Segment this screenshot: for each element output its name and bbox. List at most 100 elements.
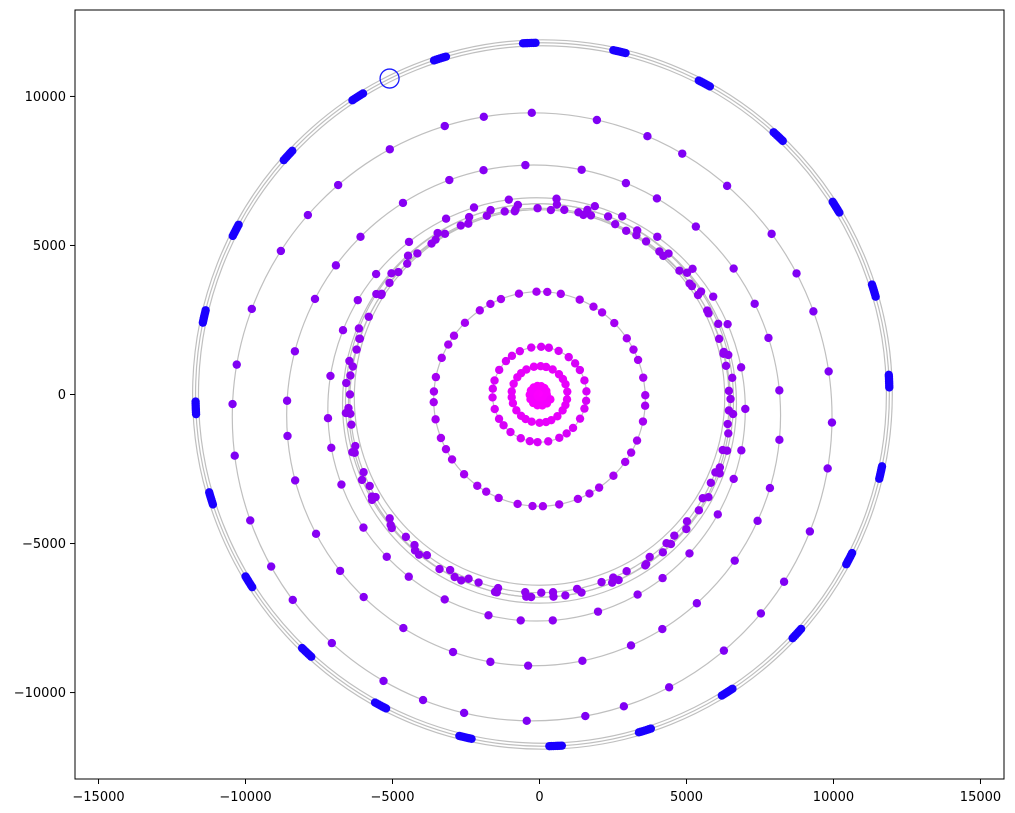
x-axis: −15000 −10000 −5000 0 5000 10000 15000 <box>72 779 1001 805</box>
y-tick-label: −10000 <box>14 686 66 701</box>
data-point <box>365 481 374 491</box>
data-point <box>535 418 544 428</box>
data-point <box>404 237 414 247</box>
data-point <box>376 290 386 300</box>
data-point <box>191 409 201 419</box>
data-point <box>658 573 667 583</box>
data-point <box>337 480 346 489</box>
data-point <box>474 578 483 587</box>
data-point <box>456 221 466 230</box>
data-point <box>507 351 517 361</box>
data-point <box>355 334 364 343</box>
data-point <box>632 226 642 235</box>
data-point <box>877 462 887 471</box>
data-point <box>418 695 428 705</box>
spiral-ring-6-2 <box>191 39 893 750</box>
data-point <box>724 429 733 438</box>
data-point <box>714 319 723 329</box>
data-point <box>581 711 590 721</box>
data-point <box>359 523 368 532</box>
data-point <box>706 478 716 488</box>
data-point <box>640 401 650 410</box>
data-point <box>779 577 789 586</box>
data-point <box>394 267 403 277</box>
data-point <box>364 312 373 321</box>
data-point <box>694 76 704 85</box>
data-point <box>715 469 724 478</box>
spiral-ring-6-1 <box>194 42 890 747</box>
data-point <box>514 289 524 298</box>
data-point <box>555 433 564 442</box>
data-point <box>614 575 623 585</box>
data-point <box>527 343 536 352</box>
data-point <box>488 393 497 402</box>
data-point <box>750 299 759 308</box>
data-point <box>350 448 359 458</box>
data-point <box>775 435 784 445</box>
data-point <box>580 404 589 413</box>
data-point <box>753 516 762 526</box>
data-point <box>440 595 449 604</box>
data-point <box>198 318 208 327</box>
data-point <box>792 269 801 278</box>
data-point <box>247 304 257 314</box>
data-point <box>333 180 343 190</box>
data-point <box>522 592 531 601</box>
data-point <box>504 195 514 204</box>
data-point <box>403 251 413 260</box>
data-point <box>429 387 439 396</box>
y-tick-label: 5000 <box>33 239 66 254</box>
spiral-ring-4-0 <box>286 164 782 667</box>
data-point <box>645 552 654 562</box>
data-point <box>326 371 335 381</box>
data-point <box>429 56 439 65</box>
data-point <box>445 175 454 185</box>
data-point <box>547 415 556 425</box>
data-point <box>646 724 656 733</box>
data-point <box>633 590 642 599</box>
data-point <box>537 588 546 597</box>
data-point <box>581 396 591 406</box>
data-point <box>544 437 553 446</box>
data-point <box>728 373 737 383</box>
data-point <box>431 415 440 424</box>
data-point <box>429 397 438 407</box>
data-point <box>410 546 420 555</box>
data-point <box>568 423 578 433</box>
data-point <box>399 623 408 633</box>
data-point <box>549 592 558 601</box>
data-point <box>629 345 638 354</box>
data-point <box>440 121 449 131</box>
data-point <box>518 39 528 48</box>
data-point <box>488 384 498 393</box>
data-point <box>479 112 489 122</box>
data-point <box>719 646 729 655</box>
data-point <box>638 417 648 426</box>
data-point <box>533 437 542 447</box>
data-point <box>507 387 516 396</box>
spiral-wander-ring-0-1 <box>341 203 738 604</box>
data-point <box>607 578 617 587</box>
data-point <box>579 210 588 220</box>
data-point <box>469 203 479 212</box>
data-point <box>431 372 441 382</box>
data-point <box>737 446 746 455</box>
data-point <box>767 229 776 239</box>
data-point <box>685 549 694 558</box>
data-point <box>413 249 422 258</box>
data-point <box>578 656 587 666</box>
data-point <box>593 607 603 616</box>
data-point <box>554 346 563 356</box>
data-point <box>729 474 738 484</box>
data-point <box>303 210 313 220</box>
data-point <box>722 181 732 191</box>
data-point <box>708 292 718 301</box>
data-point <box>486 657 495 667</box>
data-point <box>590 201 600 211</box>
data-point <box>639 373 648 382</box>
data-point <box>675 266 684 275</box>
data-point <box>652 194 662 203</box>
data-point <box>659 251 668 261</box>
data-point <box>726 394 735 404</box>
data-point <box>447 455 457 464</box>
